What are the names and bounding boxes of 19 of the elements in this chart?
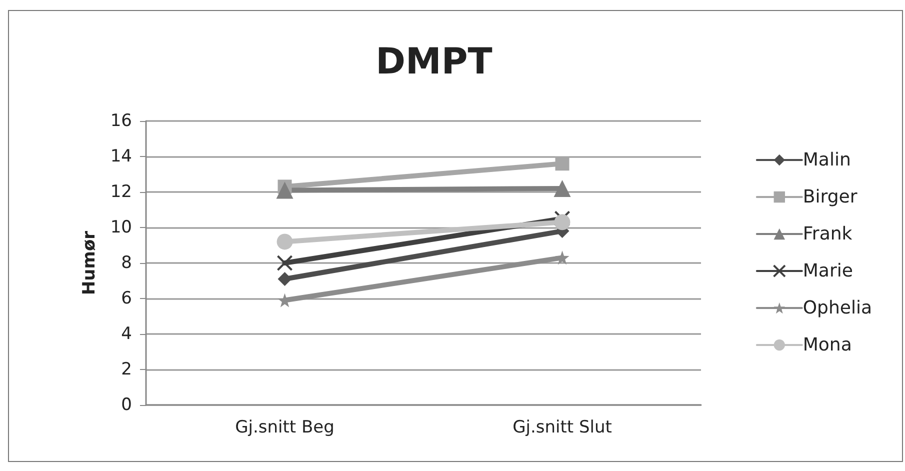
chart-title: DMPT [376,42,493,82]
legend-label: Mona [802,334,852,356]
legend-label: Marie [802,260,853,282]
y-tick-label: 6 [121,288,132,308]
legend-label: Malin [802,150,851,170]
y-axis-title: Humør [80,230,100,296]
x-tick-label: Gj.snitt Beg [235,418,334,438]
y-tick-label: 12 [110,182,132,202]
legend-label: Ophelia [802,298,872,318]
y-tick-label: 16 [110,111,132,131]
x-tick-label: Gj.snitt Slut [512,418,612,438]
y-tick-label: 2 [121,360,132,380]
y-tick-label: 8 [121,253,132,273]
legend-label: Frank [802,224,853,244]
y-tick-label: 0 [121,395,132,415]
y-tick-label: 4 [121,324,132,344]
legend-label: Birger [802,186,858,208]
y-tick-label: 10 [110,218,132,238]
y-tick-label: 14 [110,146,132,166]
